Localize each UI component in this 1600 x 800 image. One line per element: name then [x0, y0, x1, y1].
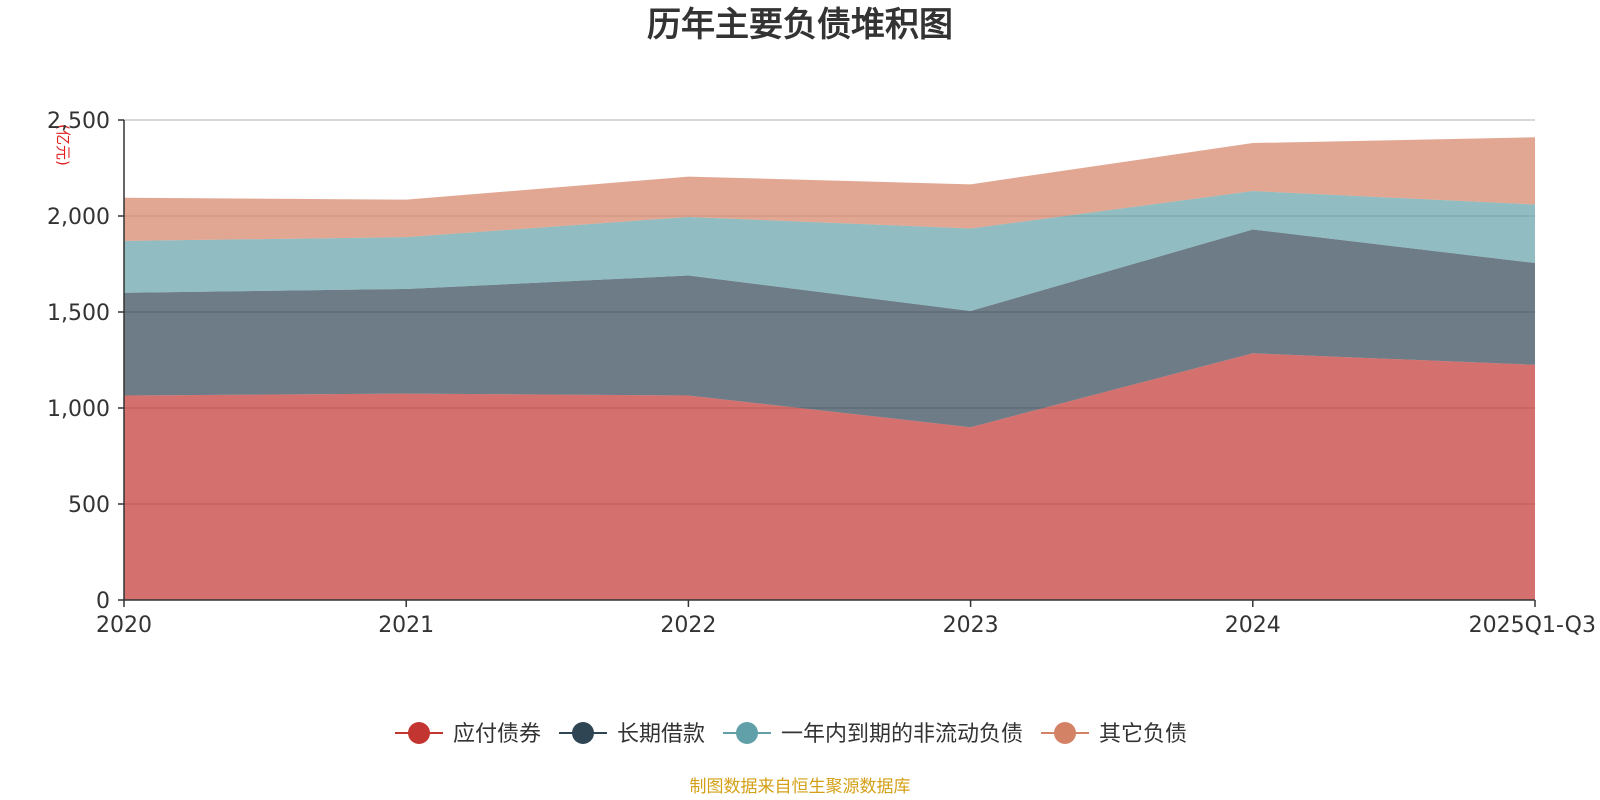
y-axis-unit-label: (亿元)	[54, 124, 72, 166]
legend-label: 一年内到期的非流动负债	[781, 722, 1023, 747]
area-series-其它负债	[124, 137, 1535, 241]
legend-label: 长期借款	[617, 722, 705, 747]
y-tick-label: 2,500	[47, 109, 110, 134]
chart-title: 历年主要负债堆积图	[647, 5, 953, 45]
legend-label: 其它负债	[1099, 722, 1187, 747]
area-series-一年内到期的非流动负债	[124, 191, 1535, 312]
x-tick-label: 2022	[660, 613, 716, 638]
legend-marker	[1054, 722, 1076, 744]
source-note: 制图数据来自恒生聚源数据库	[690, 777, 911, 797]
x-tick-label: 2023	[943, 613, 999, 638]
legend-item[interactable]: 应付债券	[395, 722, 541, 747]
legend-item[interactable]: 其它负债	[1041, 722, 1187, 747]
x-tick-label: 2020	[96, 613, 152, 638]
axes: 0 500 1,000 1,500 2,000 2,500 2020 2021 2022 2023…	[47, 109, 1596, 638]
x-tick-label: 2021	[378, 613, 434, 638]
area-series-长期借款	[124, 229, 1535, 428]
legend-item[interactable]: 长期借款	[559, 722, 705, 747]
legend-marker	[572, 722, 594, 744]
y-tick-label: 1,000	[47, 397, 110, 422]
legend-item[interactable]: 一年内到期的非流动负债	[723, 722, 1023, 747]
legend: 应付债券 长期借款 一年内到期的非流动负债 其它负债	[395, 722, 1187, 747]
y-tick-label: 0	[96, 589, 110, 614]
area-series-应付债券	[124, 353, 1535, 600]
y-tick-label: 500	[68, 493, 110, 518]
legend-label: 应付债券	[453, 722, 541, 747]
legend-marker	[736, 722, 758, 744]
y-tick-label: 2,000	[47, 205, 110, 230]
y-tick-label: 1,500	[47, 301, 110, 326]
legend-marker	[408, 722, 430, 744]
x-tick-label: 2024	[1225, 613, 1281, 638]
area-series-layer	[124, 137, 1535, 600]
x-tick-label: 2025Q1-Q3	[1469, 613, 1596, 638]
